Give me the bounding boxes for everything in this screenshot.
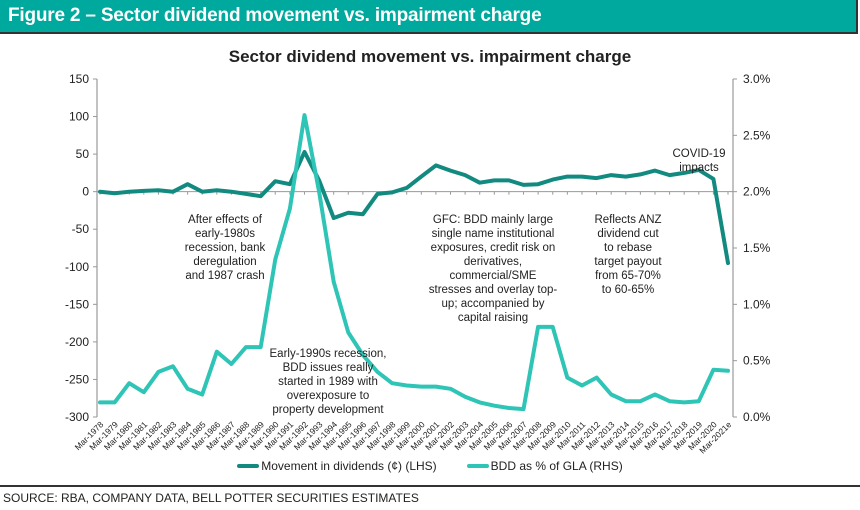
annotation-line: stresses and overlay top- <box>428 284 558 296</box>
chart: 150 100 50 0 -50 -100 -150 -200 -250 -300 3.0% 2.5%… <box>65 72 771 455</box>
left-axis-tick-label: -300 <box>65 410 89 424</box>
annotation-line: single name institutional <box>431 228 555 240</box>
annotation-line: from 65-70% <box>595 270 661 282</box>
annotation-line: BDD issues really <box>282 362 374 374</box>
left-axis-tick-label: -50 <box>72 222 90 236</box>
annotation-line: early-1980s <box>194 228 256 240</box>
source-divider <box>0 485 860 487</box>
right-axis-tick-label: 2.0% <box>743 185 771 199</box>
annotation-line: up; accompanied by <box>441 298 545 310</box>
annotation-line: dividend cut <box>597 228 659 240</box>
annotation-line: After effects of <box>188 214 262 226</box>
annotation-1980s: After effects of early-1980s recession, … <box>165 213 285 283</box>
annotation-1990s: Early-1990s recession, BDD issues really… <box>258 347 398 417</box>
left-axis-tick-label: 50 <box>76 147 90 161</box>
annotation-line: recession, bank <box>184 242 266 254</box>
legend-label-dividends: Movement in dividends (¢) (LHS) <box>261 459 437 473</box>
chart-title: Sector dividend movement vs. impairment … <box>228 47 632 66</box>
legend-swatch-bdd <box>466 464 489 468</box>
legend-swatch-dividends <box>237 464 260 468</box>
legend-label-bdd: BDD as % of GLA (RHS) <box>490 459 623 473</box>
annotation-line: GFC: BDD mainly large <box>432 214 554 226</box>
annotation-line: derivatives, <box>463 256 523 268</box>
left-axis-tick-label: 150 <box>69 72 89 86</box>
annotation-line: exposures, credit risk on <box>430 242 556 254</box>
right-axis-tick-label: 0.0% <box>743 410 771 424</box>
annotation-line: to rebase <box>604 242 652 254</box>
right-axis-tick-label: 1.5% <box>743 241 771 255</box>
left-axis-tick-label: -150 <box>65 297 89 311</box>
annotation-anz: Reflects ANZ dividend cut to rebase targ… <box>583 213 673 297</box>
annotation-line: deregulation <box>193 256 257 268</box>
right-axis-tick-label: 2.5% <box>743 128 771 142</box>
left-axis-tick-label: -100 <box>65 260 89 274</box>
annotation-gfc: GFC: BDD mainly large single name instit… <box>418 213 568 325</box>
dividends-line <box>98 149 730 265</box>
annotation-line: impacts <box>679 162 719 174</box>
source-note: SOURCE: RBA, COMPANY DATA, BELL POTTER S… <box>3 491 419 505</box>
legend-item-dividends: Movement in dividends (¢) (LHS) <box>237 459 437 473</box>
legend-item-bdd: BDD as % of GLA (RHS) <box>466 459 623 473</box>
right-axis-tick-label: 1.0% <box>743 297 771 311</box>
annotation-line: Reflects ANZ <box>594 214 662 226</box>
right-axis-tick-label: 0.5% <box>743 354 771 368</box>
annotation-line: commercial/SME <box>449 270 537 282</box>
annotation-line: property development <box>272 404 384 416</box>
figure-header-title: Figure 2 – Sector dividend movement vs. … <box>8 5 542 26</box>
annotation-line: to 60-65% <box>601 284 655 296</box>
annotation-line: capital raising <box>457 312 529 324</box>
left-axis-tick-label: -250 <box>65 372 89 386</box>
bdd-line <box>98 113 730 412</box>
right-axis-tick-label: 3.0% <box>743 72 771 86</box>
annotation-line: Early-1990s recession, <box>269 348 387 360</box>
annotation-line: started in 1989 with <box>278 376 378 388</box>
annotation-line: COVID-19 <box>672 148 726 160</box>
chart-legend: Movement in dividends (¢) (LHS) BDD as %… <box>0 459 860 473</box>
figure-header: Figure 2 – Sector dividend movement vs. … <box>0 0 858 34</box>
annotation-covid: COVID-19 impacts <box>668 147 730 175</box>
annotation-line: overexposure to <box>286 390 370 402</box>
left-axis-tick-label: 0 <box>82 185 89 199</box>
annotation-line: target payout <box>594 256 662 268</box>
annotation-line: and 1987 crash <box>185 270 265 282</box>
left-axis-tick-label: -200 <box>65 335 89 349</box>
left-axis-tick-label: 100 <box>69 110 89 124</box>
